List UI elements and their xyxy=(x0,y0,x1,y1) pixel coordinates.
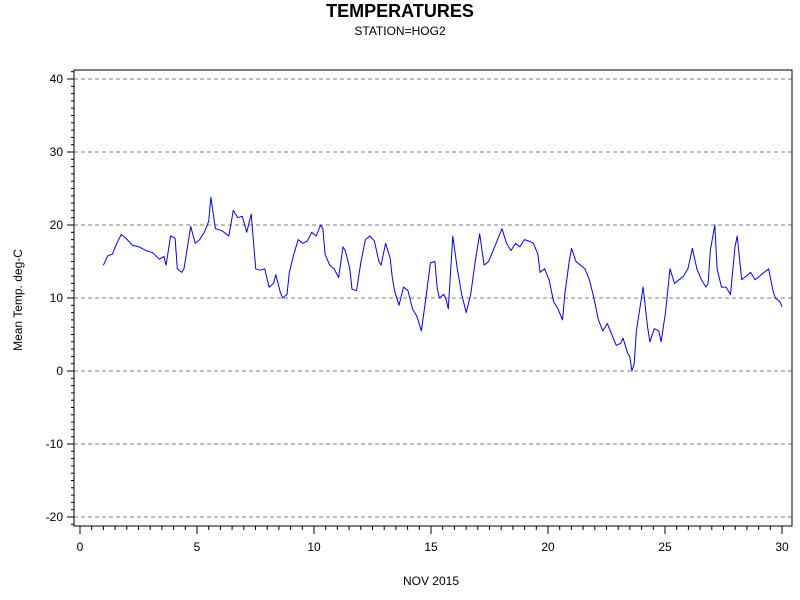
tick-labels: -20 -10 0 10 20 30 40 0 5 10 15 20 25 30 xyxy=(46,72,789,554)
x-tick-label: 20 xyxy=(541,540,555,554)
y-tick-label: 20 xyxy=(50,218,64,232)
x-tick-label: 30 xyxy=(775,540,789,554)
x-axis-label: NOV 2015 xyxy=(403,574,459,588)
x-tick-label: 0 xyxy=(77,540,84,554)
x-tick-label: 15 xyxy=(424,540,438,554)
x-tick-label: 10 xyxy=(307,540,321,554)
minor-ticks xyxy=(71,71,771,530)
series-line xyxy=(102,196,783,372)
y-tick-label: -20 xyxy=(46,510,64,524)
x-tick-label: 25 xyxy=(658,540,672,554)
chart-subtitle: STATION=HOG2 xyxy=(354,24,446,38)
y-axis-label: Mean Temp. deg-C xyxy=(11,249,25,351)
y-tick-label: 0 xyxy=(56,364,63,378)
plot-frame xyxy=(73,69,793,527)
x-tick-label: 5 xyxy=(194,540,201,554)
major-ticks xyxy=(67,78,783,534)
y-tick-label: 40 xyxy=(50,72,64,86)
series-group xyxy=(102,196,783,372)
y-tick-label: 10 xyxy=(50,291,64,305)
chart-title: TEMPERATURES xyxy=(326,1,474,21)
y-tick-label: -10 xyxy=(46,437,64,451)
y-tick-label: 30 xyxy=(50,145,64,159)
grid-lines xyxy=(74,78,792,518)
